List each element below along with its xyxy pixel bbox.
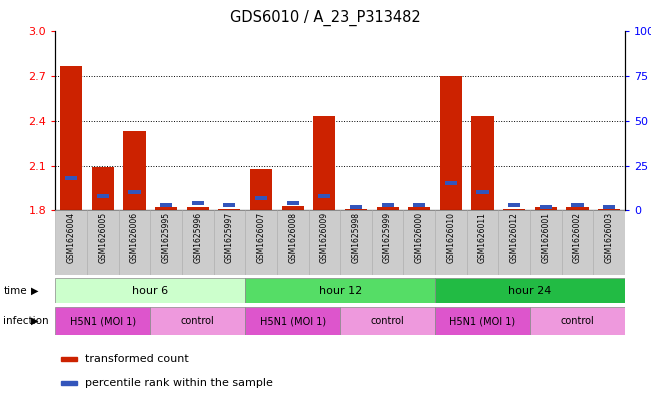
Bar bbox=[603, 205, 615, 209]
Bar bbox=[350, 205, 362, 209]
FancyBboxPatch shape bbox=[340, 210, 372, 275]
FancyBboxPatch shape bbox=[150, 210, 182, 275]
Bar bbox=[60, 66, 82, 210]
Bar bbox=[534, 207, 557, 210]
FancyBboxPatch shape bbox=[245, 307, 340, 335]
Text: GSM1626001: GSM1626001 bbox=[542, 212, 550, 263]
Text: GSM1626008: GSM1626008 bbox=[288, 212, 297, 263]
Text: infection: infection bbox=[3, 316, 49, 326]
Text: ▶: ▶ bbox=[31, 316, 39, 326]
Bar bbox=[413, 203, 425, 207]
FancyBboxPatch shape bbox=[340, 307, 435, 335]
FancyBboxPatch shape bbox=[372, 210, 404, 275]
Text: GDS6010 / A_23_P313482: GDS6010 / A_23_P313482 bbox=[230, 10, 421, 26]
Bar bbox=[572, 203, 583, 207]
Text: control: control bbox=[181, 316, 215, 326]
Text: hour 24: hour 24 bbox=[508, 286, 551, 296]
FancyBboxPatch shape bbox=[277, 210, 309, 275]
Bar bbox=[155, 207, 177, 210]
FancyBboxPatch shape bbox=[214, 210, 245, 275]
Text: GSM1626009: GSM1626009 bbox=[320, 212, 329, 263]
Text: time: time bbox=[3, 286, 27, 296]
FancyBboxPatch shape bbox=[55, 307, 150, 335]
Text: H5N1 (MOI 1): H5N1 (MOI 1) bbox=[70, 316, 136, 326]
Bar bbox=[477, 190, 489, 195]
Bar bbox=[381, 203, 394, 207]
Bar bbox=[313, 116, 335, 210]
FancyBboxPatch shape bbox=[245, 278, 435, 303]
Text: GSM1626010: GSM1626010 bbox=[447, 212, 456, 263]
Bar bbox=[65, 176, 77, 180]
Bar bbox=[187, 207, 209, 210]
Text: GSM1626012: GSM1626012 bbox=[510, 212, 519, 263]
Bar bbox=[160, 203, 172, 207]
FancyBboxPatch shape bbox=[530, 307, 625, 335]
Text: hour 12: hour 12 bbox=[318, 286, 362, 296]
Text: control: control bbox=[561, 316, 594, 326]
FancyBboxPatch shape bbox=[182, 210, 214, 275]
Text: percentile rank within the sample: percentile rank within the sample bbox=[85, 378, 273, 387]
Bar bbox=[124, 131, 146, 210]
Bar bbox=[282, 206, 304, 210]
FancyBboxPatch shape bbox=[118, 210, 150, 275]
Bar bbox=[440, 76, 462, 210]
Bar bbox=[218, 209, 240, 210]
Text: H5N1 (MOI 1): H5N1 (MOI 1) bbox=[449, 316, 516, 326]
Bar bbox=[471, 116, 493, 210]
Bar bbox=[223, 203, 236, 207]
Bar bbox=[318, 194, 331, 198]
Bar bbox=[128, 190, 141, 195]
Bar bbox=[376, 207, 398, 210]
FancyBboxPatch shape bbox=[435, 210, 467, 275]
Bar bbox=[286, 201, 299, 205]
Bar bbox=[255, 196, 267, 200]
Bar bbox=[408, 207, 430, 210]
Text: GSM1626004: GSM1626004 bbox=[66, 212, 76, 263]
FancyBboxPatch shape bbox=[499, 210, 530, 275]
FancyBboxPatch shape bbox=[309, 210, 340, 275]
Bar bbox=[566, 207, 589, 210]
FancyBboxPatch shape bbox=[530, 210, 562, 275]
FancyBboxPatch shape bbox=[467, 210, 499, 275]
Bar bbox=[508, 203, 520, 207]
Text: GSM1626000: GSM1626000 bbox=[415, 212, 424, 263]
FancyBboxPatch shape bbox=[150, 307, 245, 335]
FancyBboxPatch shape bbox=[435, 278, 625, 303]
Bar bbox=[503, 209, 525, 210]
Text: ▶: ▶ bbox=[31, 286, 39, 296]
Bar bbox=[345, 209, 367, 210]
Text: H5N1 (MOI 1): H5N1 (MOI 1) bbox=[260, 316, 326, 326]
Text: GSM1626005: GSM1626005 bbox=[98, 212, 107, 263]
Text: GSM1625997: GSM1625997 bbox=[225, 212, 234, 263]
FancyBboxPatch shape bbox=[404, 210, 435, 275]
FancyBboxPatch shape bbox=[55, 210, 87, 275]
FancyBboxPatch shape bbox=[55, 278, 245, 303]
Text: transformed count: transformed count bbox=[85, 354, 189, 364]
FancyBboxPatch shape bbox=[593, 210, 625, 275]
Bar bbox=[92, 167, 114, 210]
Bar bbox=[598, 209, 620, 210]
Bar bbox=[97, 194, 109, 198]
FancyBboxPatch shape bbox=[562, 210, 593, 275]
Bar bbox=[250, 169, 272, 210]
Bar bbox=[61, 381, 77, 385]
Text: control: control bbox=[370, 316, 404, 326]
Bar bbox=[540, 205, 552, 209]
FancyBboxPatch shape bbox=[87, 210, 118, 275]
Bar bbox=[61, 357, 77, 361]
Text: GSM1625999: GSM1625999 bbox=[383, 212, 392, 263]
Text: GSM1626003: GSM1626003 bbox=[605, 212, 614, 263]
Bar bbox=[445, 182, 457, 185]
FancyBboxPatch shape bbox=[435, 307, 530, 335]
Bar bbox=[191, 201, 204, 205]
Text: hour 6: hour 6 bbox=[132, 286, 169, 296]
Text: GSM1626006: GSM1626006 bbox=[130, 212, 139, 263]
FancyBboxPatch shape bbox=[245, 210, 277, 275]
Text: GSM1626011: GSM1626011 bbox=[478, 212, 487, 263]
Text: GSM1625995: GSM1625995 bbox=[161, 212, 171, 263]
Text: GSM1625996: GSM1625996 bbox=[193, 212, 202, 263]
Text: GSM1626007: GSM1626007 bbox=[256, 212, 266, 263]
Text: GSM1626002: GSM1626002 bbox=[573, 212, 582, 263]
Text: GSM1625998: GSM1625998 bbox=[352, 212, 361, 263]
